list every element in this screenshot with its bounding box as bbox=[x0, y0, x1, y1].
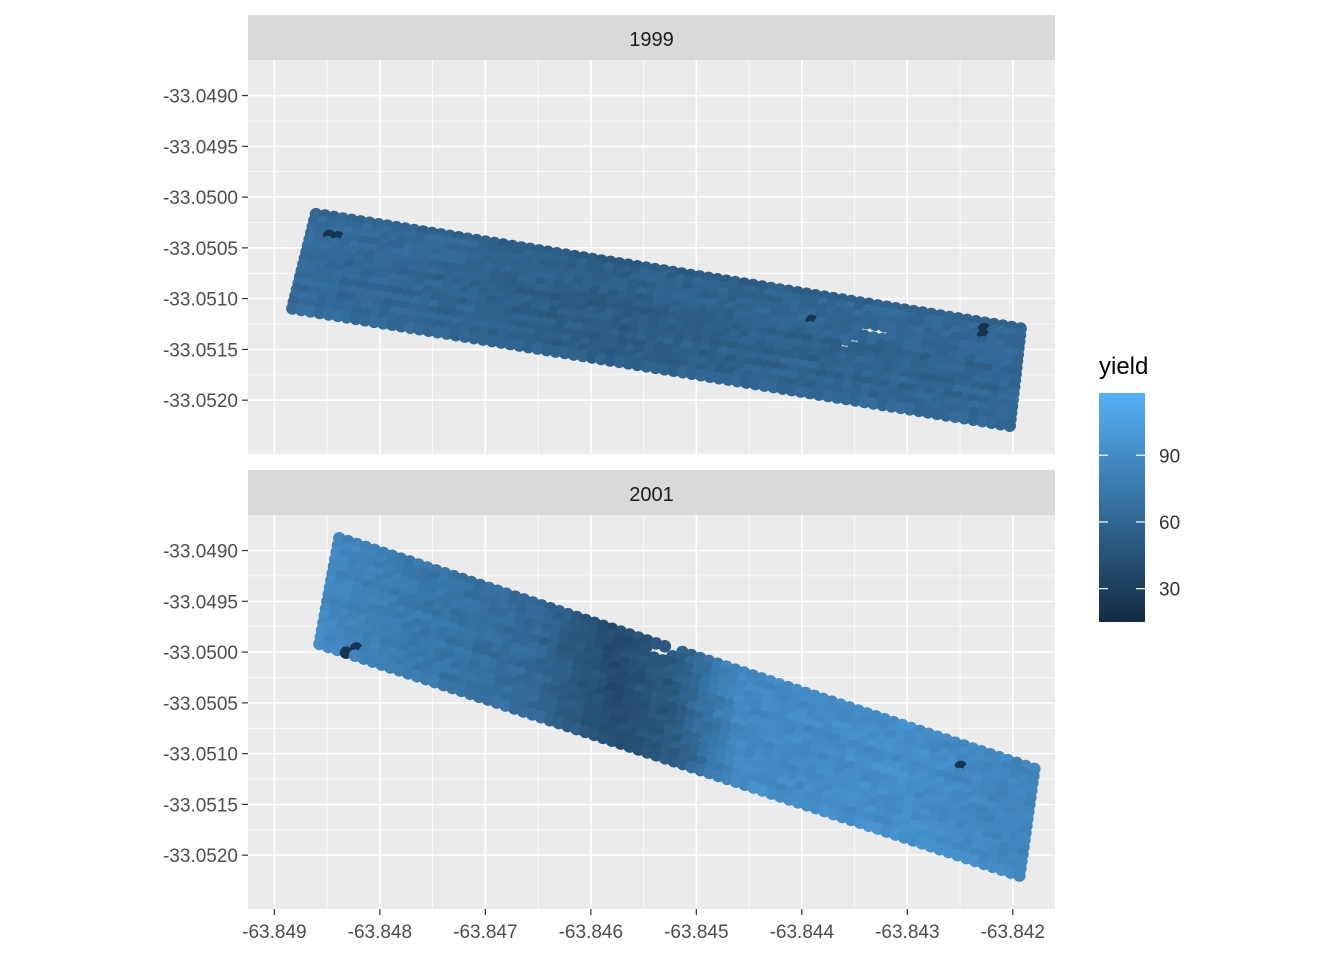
yield-point bbox=[1013, 869, 1026, 882]
legend-break-label: 90 bbox=[1159, 446, 1180, 467]
y-tick-label: -33.0515 bbox=[163, 795, 238, 816]
yield-points bbox=[286, 207, 1027, 433]
facet-panel-2: 2001 -33.0490-33.0495-33.0500-33.0505-33… bbox=[163, 470, 1055, 909]
legend-break-label: 30 bbox=[1159, 580, 1180, 601]
x-tick-label: -63.845 bbox=[664, 922, 728, 943]
x-tick-label: -63.849 bbox=[242, 922, 306, 943]
y-tick-label: -33.0505 bbox=[163, 694, 238, 715]
facet-strip bbox=[248, 15, 1055, 60]
y-tick-label: -33.0505 bbox=[163, 239, 238, 260]
y-axis: -33.0490 -33.0495 -33.0500 -33.0505 -33.0510… bbox=[163, 542, 248, 867]
y-tick-label: -33.0490 bbox=[163, 542, 238, 563]
y-tick-label: -33.0495 bbox=[163, 592, 238, 613]
facet-strip-label: 1999 bbox=[629, 29, 674, 51]
x-tick-label: -63.846 bbox=[559, 922, 623, 943]
facet-strip bbox=[248, 470, 1055, 515]
yield-points bbox=[313, 532, 1041, 882]
x-tick-label: -63.848 bbox=[348, 922, 412, 943]
y-tick-label: -33.0510 bbox=[163, 745, 238, 766]
legend-breaks: 30 60 90 bbox=[1099, 446, 1180, 601]
y-tick-label: -33.0500 bbox=[163, 188, 238, 209]
x-tick-label: -63.844 bbox=[770, 922, 835, 943]
legend: yield 30 60 90 bbox=[1099, 353, 1180, 622]
y-tick-label: -33.0495 bbox=[163, 137, 238, 158]
legend-title: yield bbox=[1099, 353, 1148, 380]
y-tick-label: -33.0520 bbox=[163, 391, 238, 412]
y-tick-label: -33.0510 bbox=[163, 290, 238, 311]
legend-colorbar bbox=[1099, 393, 1145, 622]
y-tick-label: -33.0515 bbox=[163, 340, 238, 361]
facet-strip-label: 2001 bbox=[629, 484, 674, 506]
legend-break-label: 60 bbox=[1159, 513, 1180, 534]
y-tick-label: -33.0520 bbox=[163, 846, 238, 867]
x-axis: -63.849 -63.848 -63.847 -63.846 -63.845 -63.8… bbox=[242, 909, 1045, 943]
x-tick-label: -63.842 bbox=[981, 922, 1045, 943]
yield-point bbox=[658, 640, 672, 653]
yield-point bbox=[839, 333, 852, 346]
yield-point bbox=[1003, 419, 1016, 433]
y-tick-label: -33.0500 bbox=[163, 643, 238, 664]
x-tick-label: -63.843 bbox=[875, 922, 939, 943]
y-tick-label: -33.0490 bbox=[163, 87, 238, 108]
facet-panel-1: 1999 -33.0490-33.0495-33.0500-33.0505-33… bbox=[163, 15, 1055, 454]
x-tick-label: -63.847 bbox=[453, 922, 517, 943]
y-axis: -33.0490 -33.0495 -33.0500 -33.0505 -33.0510… bbox=[163, 87, 248, 412]
